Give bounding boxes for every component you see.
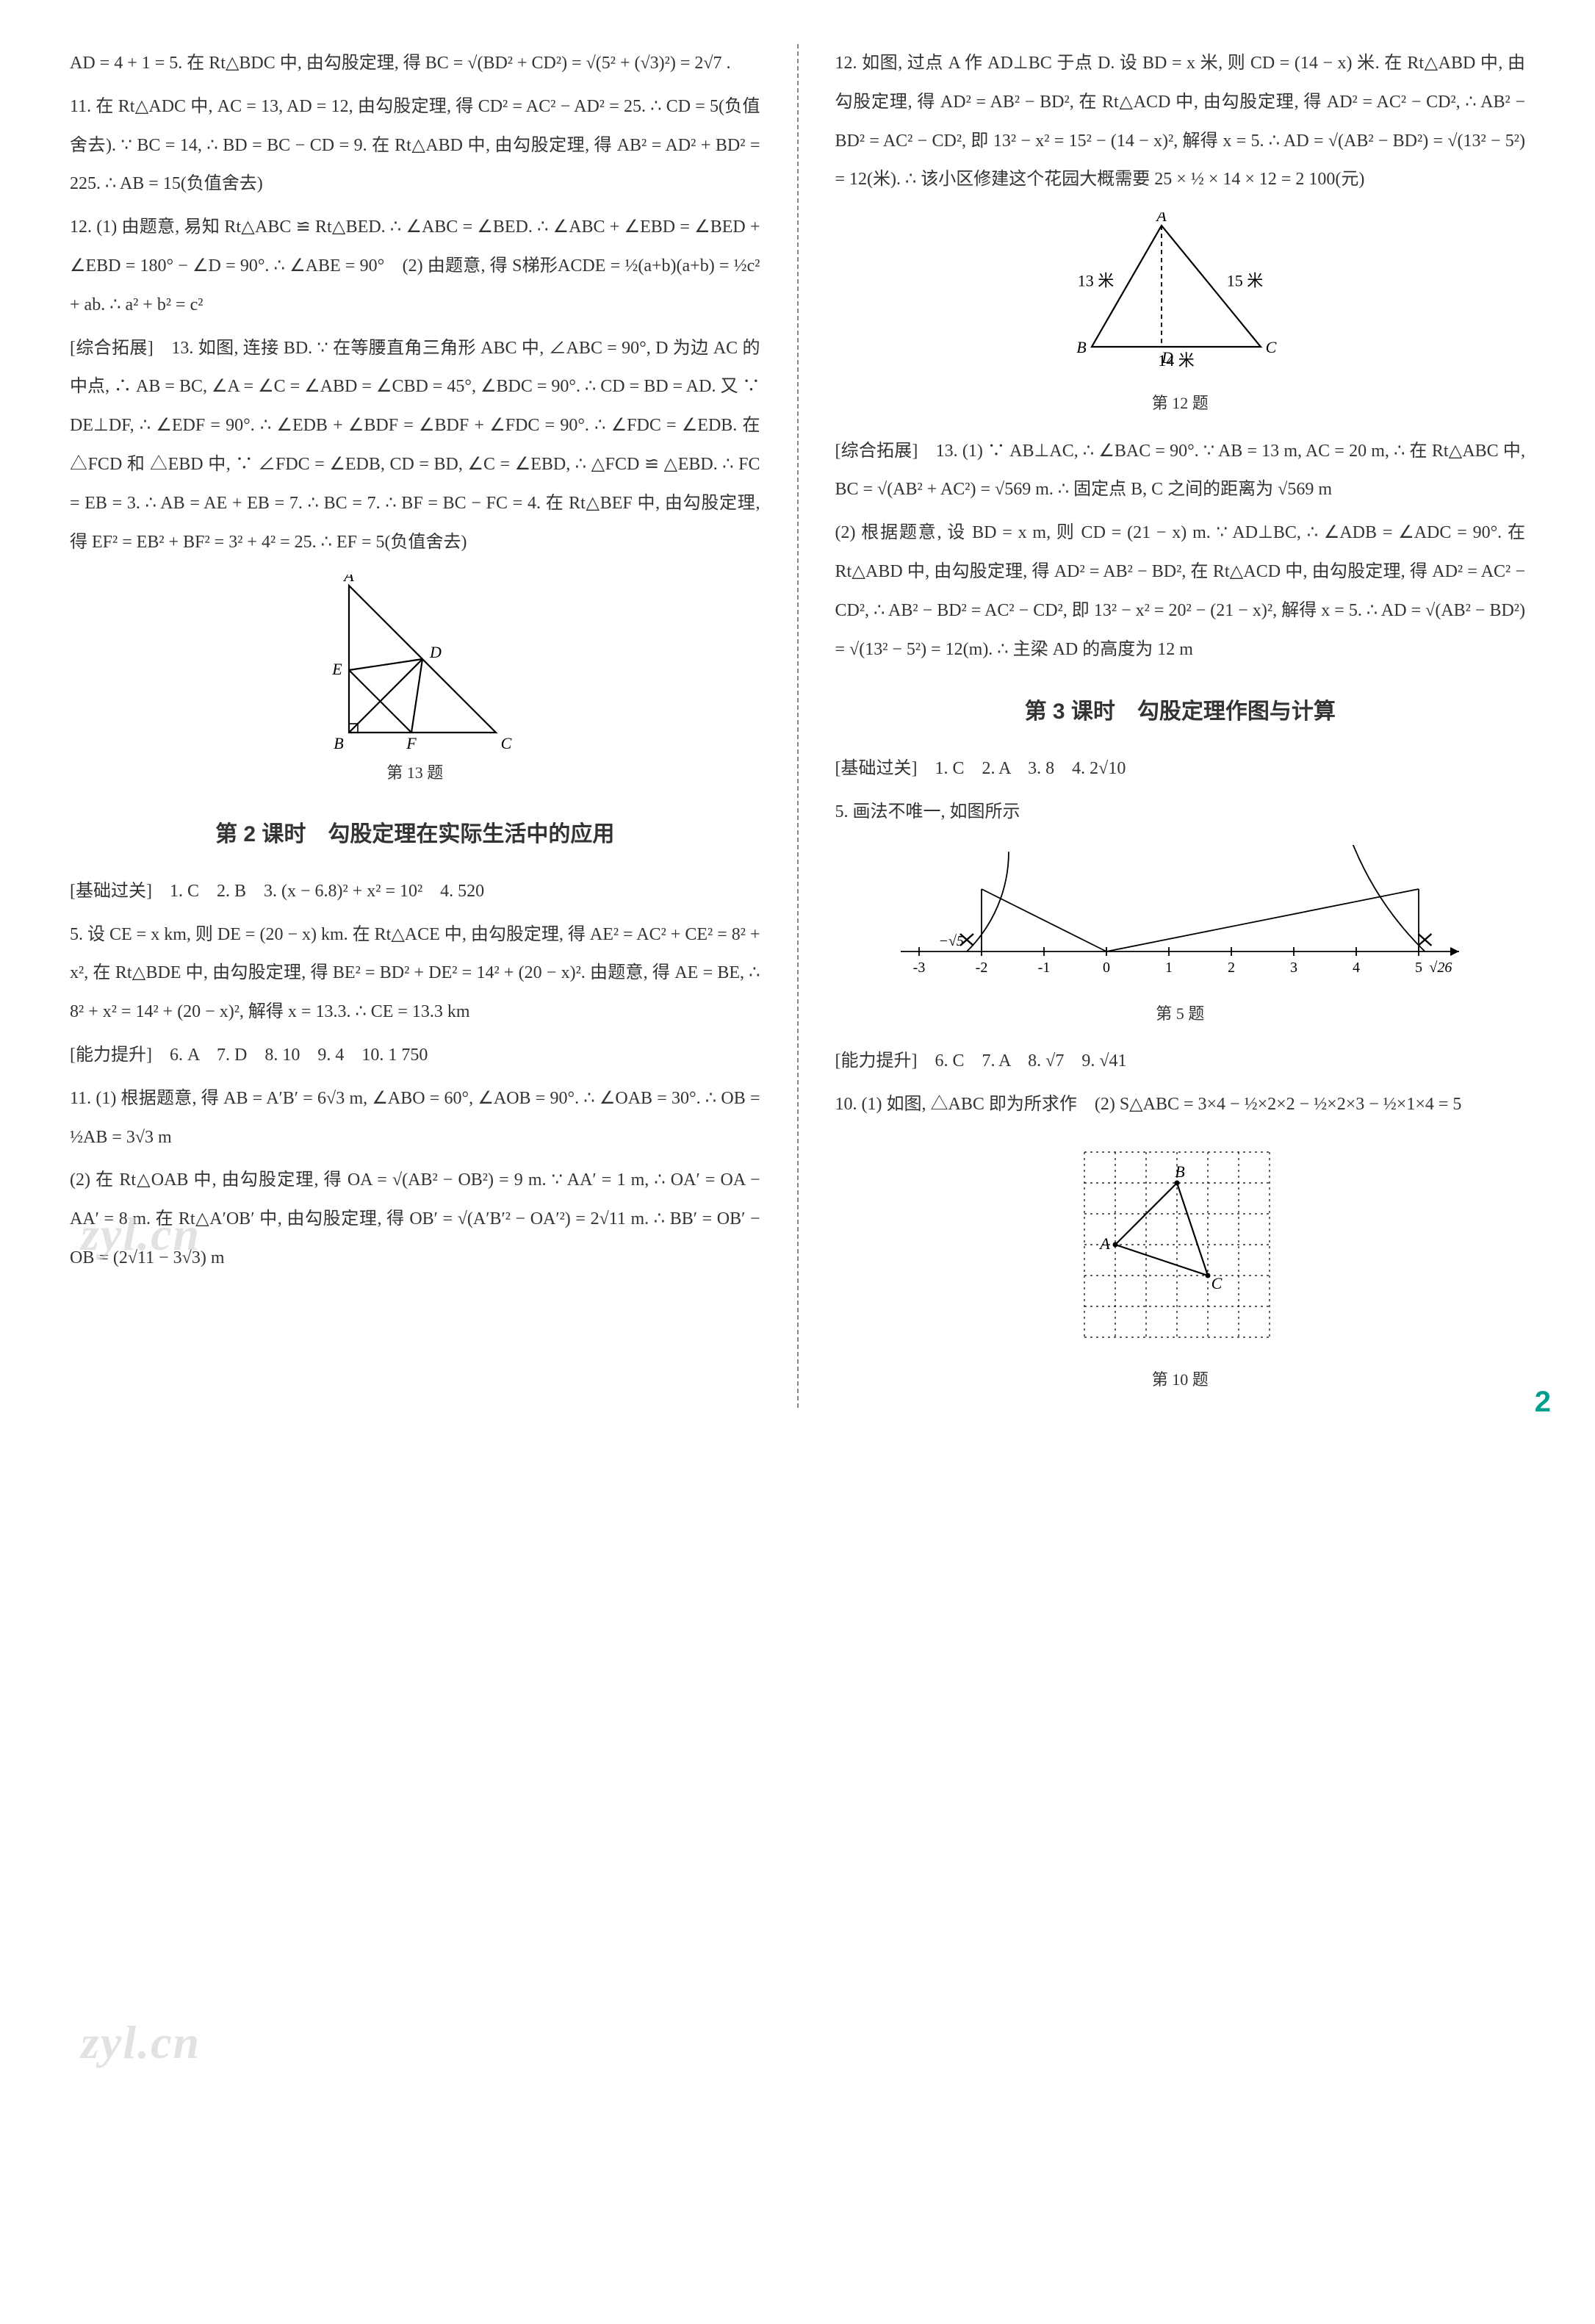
figure-13-label: 第 13 题: [386, 755, 443, 791]
l3-ability: [能力提升] 6. C 7. A 8. √7 9. √41: [835, 1042, 1526, 1081]
figure-10-svg: A B C: [1070, 1137, 1290, 1358]
figure-13: A B C D E F 第 13 题: [70, 575, 760, 791]
svg-text:5: 5: [1415, 960, 1422, 976]
l2-basic-label: [基础过关]: [70, 882, 152, 901]
svg-text:0: 0: [1103, 960, 1110, 976]
svg-text:C: C: [1211, 1274, 1223, 1292]
left-p1: AD = 4 + 1 = 5. 在 Rt△BDC 中, 由勾股定理, 得 BC …: [70, 44, 760, 83]
l2-basic: [基础过关] 1. C 2. B 3. (x − 6.8)² + x² = 10…: [70, 872, 760, 911]
left-p4: [综合拓展] 13. 如图, 连接 BD. ∵ 在等腰直角三角形 ABC 中, …: [70, 329, 760, 562]
figure-10: A B C 第 10 题: [835, 1137, 1526, 1397]
watermark-2: zyl.cn: [81, 1991, 201, 2095]
right-column: 12. 如图, 过点 A 作 AD⊥BC 于点 D. 设 BD = x 米, 则…: [835, 44, 1526, 1408]
l2-q11b: (2) 在 Rt△OAB 中, 由勾股定理, 得 OA = √(AB² − OB…: [70, 1161, 760, 1277]
figure-12-svg: ABCD13 米15 米14 米: [1048, 212, 1312, 381]
l3-q10: 10. (1) 如图, △ABC 即为所求作 (2) S△ABC = 3×4 −…: [835, 1085, 1526, 1124]
right-p3: (2) 根据题意, 设 BD = x m, 则 CD = (21 − x) m.…: [835, 514, 1526, 669]
l2-ability: [能力提升] 6. A 7. D 8. 10 9. 4 10. 1 750: [70, 1036, 760, 1075]
l2-ability-label: [能力提升]: [70, 1046, 152, 1065]
svg-text:C: C: [500, 734, 511, 751]
figure-13-svg: A B C D E F: [305, 575, 525, 751]
l2-basic-text: 1. C 2. B 3. (x − 6.8)² + x² = 10² 4. 52…: [152, 882, 484, 901]
l2-ability-text: 6. A 7. D 8. 10 9. 4 10. 1 750: [152, 1046, 428, 1065]
l2-q5: 5. 设 CE = x km, 则 DE = (20 − x) km. 在 Rt…: [70, 915, 760, 1032]
right-p2: [综合拓展] 13. (1) ∵ AB⊥AC, ∴ ∠BAC = 90°. ∵ …: [835, 432, 1526, 510]
svg-text:F: F: [406, 734, 417, 751]
lesson-3-title: 第 3 课时 勾股定理作图与计算: [835, 688, 1526, 736]
figure-5: -3 -2 -1 0 1 2 3 4 5 −√5 √26 第 5 题: [835, 845, 1526, 1032]
svg-text:13 米: 13 米: [1078, 272, 1115, 290]
svg-text:A: A: [1099, 1234, 1111, 1253]
svg-text:1: 1: [1165, 960, 1173, 976]
svg-text:4: 4: [1353, 960, 1360, 976]
l3-basic: [基础过关] 1. C 2. A 3. 8 4. 2√10: [835, 749, 1526, 788]
l3-q5: 5. 画法不唯一, 如图所示: [835, 793, 1526, 832]
l3-ability-label: [能力提升]: [835, 1051, 918, 1071]
svg-text:15 米: 15 米: [1227, 272, 1264, 290]
l2-q11: 11. (1) 根据题意, 得 AB = A′B′ = 6√3 m, ∠ABO …: [70, 1079, 760, 1157]
svg-text:√26: √26: [1430, 960, 1452, 976]
svg-text:2: 2: [1228, 960, 1235, 976]
right-p2-label: [综合拓展]: [835, 442, 918, 461]
column-divider: [797, 44, 799, 1408]
svg-text:B: B: [1175, 1162, 1185, 1181]
right-p2-text: 13. (1) ∵ AB⊥AC, ∴ ∠BAC = 90°. ∵ AB = 13…: [835, 442, 1526, 500]
svg-text:B: B: [1077, 338, 1087, 356]
svg-text:D: D: [429, 643, 442, 661]
left-p3: 12. (1) 由题意, 易知 Rt△ABC ≌ Rt△BED. ∴ ∠ABC …: [70, 208, 760, 324]
svg-text:B: B: [334, 734, 343, 751]
svg-text:−√5: −√5: [939, 933, 964, 949]
l3-basic-label: [基础过关]: [835, 759, 918, 778]
page-number: 2: [1535, 1370, 1551, 1434]
svg-text:C: C: [1266, 338, 1277, 356]
lesson-2-title: 第 2 课时 勾股定理在实际生活中的应用: [70, 810, 760, 859]
l3-ability-text: 6. C 7. A 8. √7 9. √41: [917, 1051, 1126, 1071]
left-p4-label: [综合拓展]: [70, 339, 154, 358]
right-p1: 12. 如图, 过点 A 作 AD⊥BC 于点 D. 设 BD = x 米, 则…: [835, 44, 1526, 199]
svg-text:A: A: [342, 575, 354, 585]
figure-5-label: 第 5 题: [1156, 996, 1204, 1032]
svg-text:14 米: 14 米: [1158, 351, 1195, 370]
figure-10-label: 第 10 题: [1152, 1362, 1209, 1397]
svg-text:E: E: [331, 660, 342, 678]
figure-12-label: 第 12 题: [1152, 386, 1209, 421]
figure-5-svg: -3 -2 -1 0 1 2 3 4 5 −√5 √26: [893, 845, 1466, 992]
left-p4-text: 13. 如图, 连接 BD. ∵ 在等腰直角三角形 ABC 中, ∠ABC = …: [70, 339, 760, 552]
figure-12: ABCD13 米15 米14 米 第 12 题: [835, 212, 1526, 421]
l3-basic-text: 1. C 2. A 3. 8 4. 2√10: [917, 759, 1126, 778]
svg-text:-1: -1: [1038, 960, 1051, 976]
svg-text:A: A: [1156, 212, 1167, 225]
svg-text:-3: -3: [913, 960, 926, 976]
svg-text:3: 3: [1290, 960, 1297, 976]
left-column: AD = 4 + 1 = 5. 在 Rt△BDC 中, 由勾股定理, 得 BC …: [70, 44, 760, 1408]
left-p2: 11. 在 Rt△ADC 中, AC = 13, AD = 12, 由勾股定理,…: [70, 87, 760, 204]
two-column-layout: AD = 4 + 1 = 5. 在 Rt△BDC 中, 由勾股定理, 得 BC …: [70, 44, 1525, 1408]
svg-text:-2: -2: [976, 960, 988, 976]
